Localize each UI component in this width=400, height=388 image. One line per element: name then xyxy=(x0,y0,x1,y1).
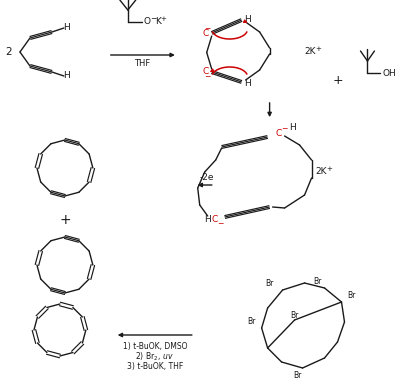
Text: 2) Br$_2$, $uv$: 2) Br$_2$, $uv$ xyxy=(136,351,174,363)
Text: H: H xyxy=(64,24,70,33)
Text: 1) t-BuOK, DMSO: 1) t-BuOK, DMSO xyxy=(122,341,187,350)
Text: −: − xyxy=(204,24,211,33)
Text: 2: 2 xyxy=(6,47,12,57)
Text: +: + xyxy=(59,213,71,227)
Text: 2K: 2K xyxy=(316,168,327,177)
Text: O: O xyxy=(144,17,151,26)
Text: Br: Br xyxy=(248,317,256,326)
Text: −: − xyxy=(218,220,224,229)
Text: +: + xyxy=(161,16,167,22)
Text: -2e: -2e xyxy=(200,173,214,182)
Text: Br: Br xyxy=(293,371,302,381)
Text: −: − xyxy=(150,14,156,24)
Text: C: C xyxy=(212,215,218,223)
Text: H: H xyxy=(289,123,296,132)
Text: C: C xyxy=(202,28,209,38)
Text: C: C xyxy=(276,128,282,137)
Text: THF: THF xyxy=(134,59,150,69)
Text: +: + xyxy=(316,46,322,52)
Text: H: H xyxy=(244,14,251,24)
Text: OH: OH xyxy=(382,69,396,78)
Text: Br: Br xyxy=(266,279,274,289)
Text: +: + xyxy=(332,73,343,87)
Text: −: − xyxy=(204,73,211,81)
Text: Br: Br xyxy=(313,277,322,286)
Text: H: H xyxy=(204,215,211,225)
Text: H: H xyxy=(244,80,251,88)
Text: C: C xyxy=(202,68,209,76)
Text: 3) t-BuOK, THF: 3) t-BuOK, THF xyxy=(127,362,183,371)
Text: −: − xyxy=(282,125,288,133)
Text: H: H xyxy=(64,71,70,80)
Text: Br: Br xyxy=(290,310,299,319)
Text: Br: Br xyxy=(347,291,356,300)
Text: +: + xyxy=(326,166,332,172)
Text: 2K: 2K xyxy=(304,47,316,57)
Text: K: K xyxy=(155,17,161,26)
